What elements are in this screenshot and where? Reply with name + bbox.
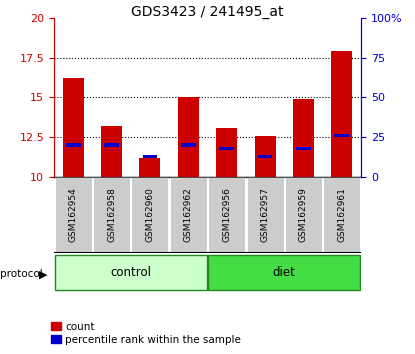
Bar [178,97,199,177]
Legend: count, percentile rank within the sample: count, percentile rank within the sample [47,317,246,349]
Text: GSM162960: GSM162960 [145,188,154,242]
Bar [293,99,314,177]
Bar [331,51,352,177]
Bar [285,177,322,253]
Bar [55,177,92,253]
Bar [66,143,81,147]
Bar [258,155,273,158]
Bar [142,155,157,158]
Bar [104,143,119,147]
Text: protocol: protocol [0,269,43,279]
Bar [216,128,237,177]
Text: GSM162956: GSM162956 [222,188,231,242]
Bar [208,177,245,253]
Bar [93,177,130,253]
Bar [63,78,84,177]
Text: GDS3423 / 241495_at: GDS3423 / 241495_at [131,5,284,19]
Bar [334,134,349,137]
Bar [132,177,168,253]
Bar [55,255,207,290]
Text: GSM162959: GSM162959 [299,188,308,242]
Text: GSM162957: GSM162957 [261,188,270,242]
Bar [181,143,196,147]
Text: GSM162962: GSM162962 [184,188,193,242]
Bar [296,147,311,150]
Text: GSM162958: GSM162958 [107,188,116,242]
Bar [170,177,207,253]
Bar [208,255,360,290]
Text: ▶: ▶ [39,269,47,279]
Text: GSM162961: GSM162961 [337,188,347,242]
Text: GSM162954: GSM162954 [68,188,78,242]
Text: control: control [110,266,151,279]
Text: diet: diet [273,266,296,279]
Bar [139,158,161,177]
Bar [254,136,276,177]
Bar [323,177,360,253]
Bar [219,147,234,150]
Bar [101,126,122,177]
Bar [247,177,283,253]
